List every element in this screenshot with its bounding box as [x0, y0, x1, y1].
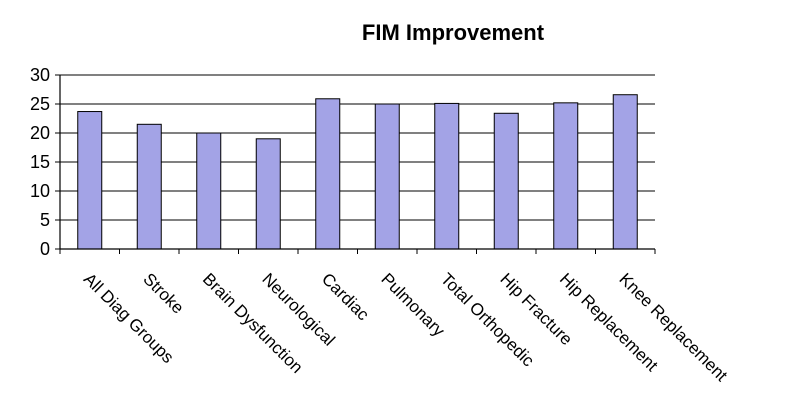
- y-tick-label: 30: [30, 65, 50, 85]
- bar: [553, 102, 579, 250]
- bar: [255, 138, 281, 250]
- x-category-label: Brain Dysfunction: [199, 269, 307, 377]
- bars: [77, 94, 638, 250]
- y-tick-label: 15: [30, 152, 50, 172]
- y-tick-label: 20: [30, 123, 50, 143]
- bar: [493, 112, 519, 250]
- x-category-label: Knee Replacement: [615, 269, 731, 385]
- axes: [55, 74, 656, 254]
- x-category-label: Cardiac: [318, 269, 373, 324]
- y-tick-labels: 0 5 10 15 20 25 30: [30, 65, 50, 259]
- bar: [136, 123, 162, 250]
- y-tick-label: 10: [30, 181, 50, 201]
- y-tick-label: 5: [40, 210, 50, 230]
- x-category-label: Stroke: [139, 269, 187, 317]
- x-category-label: Pulmonary: [377, 269, 448, 340]
- bar: [315, 98, 341, 250]
- y-tick-label: 25: [30, 94, 50, 114]
- bar: [77, 111, 103, 250]
- bar: [434, 102, 460, 250]
- bar: [196, 132, 222, 250]
- chart-title: FIM Improvement: [362, 20, 545, 45]
- bar: [374, 103, 400, 250]
- bar: [612, 94, 638, 250]
- y-tick-label: 0: [40, 239, 50, 259]
